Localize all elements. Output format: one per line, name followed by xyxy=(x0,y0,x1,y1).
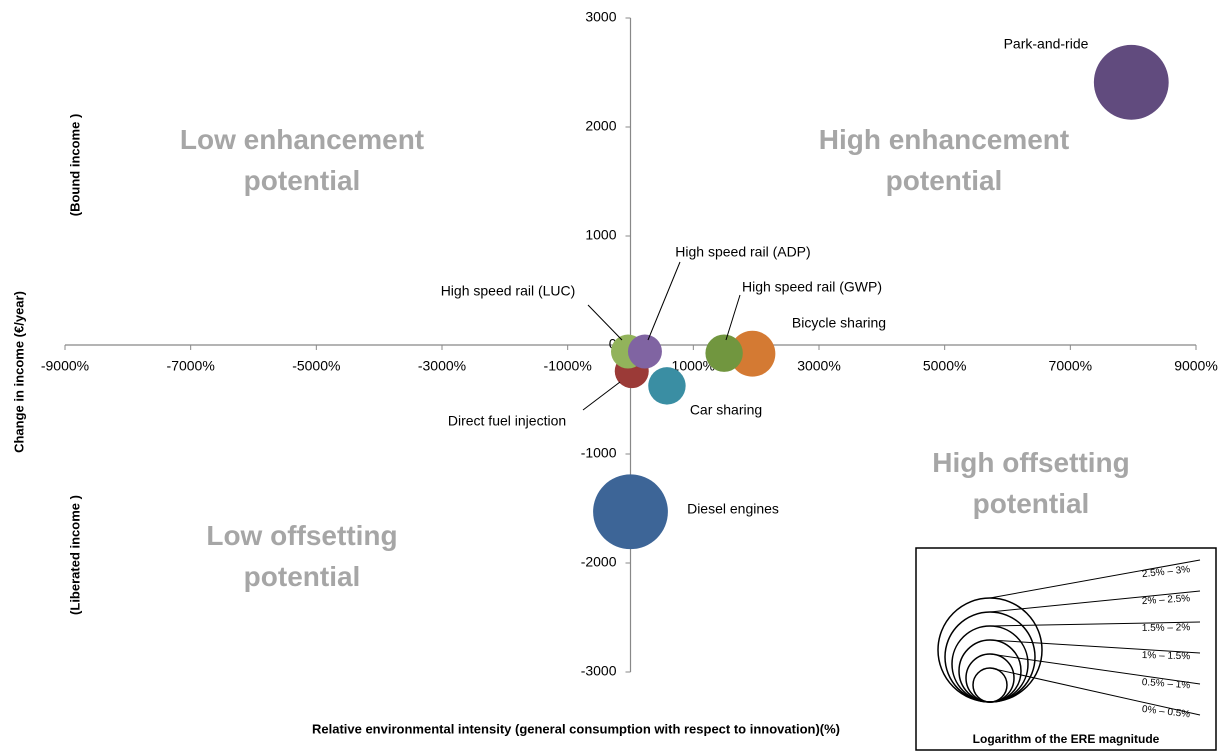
y-tick-label: -3000 xyxy=(581,663,617,679)
y-tick-label: 1000 xyxy=(585,227,616,243)
y-tick-label: -2000 xyxy=(581,554,617,570)
bubble xyxy=(1093,44,1169,120)
leader-line xyxy=(725,294,741,341)
size-legend-label: 0.5% – 1% xyxy=(1141,677,1190,691)
leader-line xyxy=(582,381,621,411)
x-tick-label: 9000% xyxy=(1174,358,1218,374)
x-tick-label: 1000% xyxy=(672,358,716,374)
bubble xyxy=(729,330,776,377)
size-legend-label: 2% – 2.5% xyxy=(1142,593,1191,607)
size-legend-line xyxy=(989,667,1201,716)
y-axis-subtitle: (Bound income ) xyxy=(67,114,82,217)
bubble xyxy=(648,367,686,405)
size-legend-label: 1.5% – 2% xyxy=(1142,622,1191,634)
quadrant-label: High enhancement potential xyxy=(818,124,1070,196)
size-legend-label: 2.5% – 3% xyxy=(1141,564,1190,580)
bubble-label: Diesel engines xyxy=(687,501,779,517)
bubble xyxy=(705,334,743,372)
bubble-label: Park-and-ride xyxy=(1004,36,1089,52)
bubble xyxy=(593,474,668,550)
quadrant-label: High offsetting potential xyxy=(932,447,1130,519)
x-tick-label: -3000% xyxy=(418,358,466,374)
size-legend-title: Logarithm of the ERE magnitude xyxy=(973,732,1160,746)
size-legend-line xyxy=(989,559,1201,599)
x-tick-label: -1000% xyxy=(544,358,592,374)
bubble-label: Bicycle sharing xyxy=(792,315,886,331)
y-tick-label: 2000 xyxy=(585,118,616,134)
size-legend-box xyxy=(915,547,1217,751)
leader-line xyxy=(587,304,623,341)
y-axis-title: Change in income (€/year) xyxy=(11,291,26,453)
y-tick-label: 0 xyxy=(609,336,617,352)
bubble xyxy=(627,334,662,369)
size-legend-label: 0% – 0.5% xyxy=(1141,704,1190,720)
bubble-label: High speed rail (LUC) xyxy=(441,283,576,299)
y-tick-label: -1000 xyxy=(581,445,617,461)
bubble-label: High speed rail (GWP) xyxy=(742,279,882,295)
x-tick-label: -5000% xyxy=(292,358,340,374)
size-legend-line xyxy=(989,653,1201,685)
size-legend-line xyxy=(989,590,1201,613)
x-tick-label: -9000% xyxy=(41,358,89,374)
bubble-label: Car sharing xyxy=(690,402,762,418)
x-tick-label: 7000% xyxy=(1049,358,1093,374)
size-legend-label: 1% – 1.5% xyxy=(1142,650,1191,662)
size-legend-line xyxy=(989,621,1201,627)
x-tick-label: 3000% xyxy=(797,358,841,374)
bubble-label: Direct fuel injection xyxy=(448,413,566,429)
bubble-label: High speed rail (ADP) xyxy=(675,244,810,260)
x-tick-label: 5000% xyxy=(923,358,967,374)
quadrant-label: Low offsetting potential xyxy=(206,520,398,592)
x-axis-title: Relative environmental intensity (genera… xyxy=(312,721,840,736)
quadrant-label: Low enhancement potential xyxy=(179,124,425,196)
size-legend-line xyxy=(989,639,1201,654)
x-tick-label: -7000% xyxy=(167,358,215,374)
y-tick-label: 3000 xyxy=(585,9,616,25)
y-axis-subtitle: (Liberated income ) xyxy=(67,495,82,615)
leader-line xyxy=(647,261,681,341)
